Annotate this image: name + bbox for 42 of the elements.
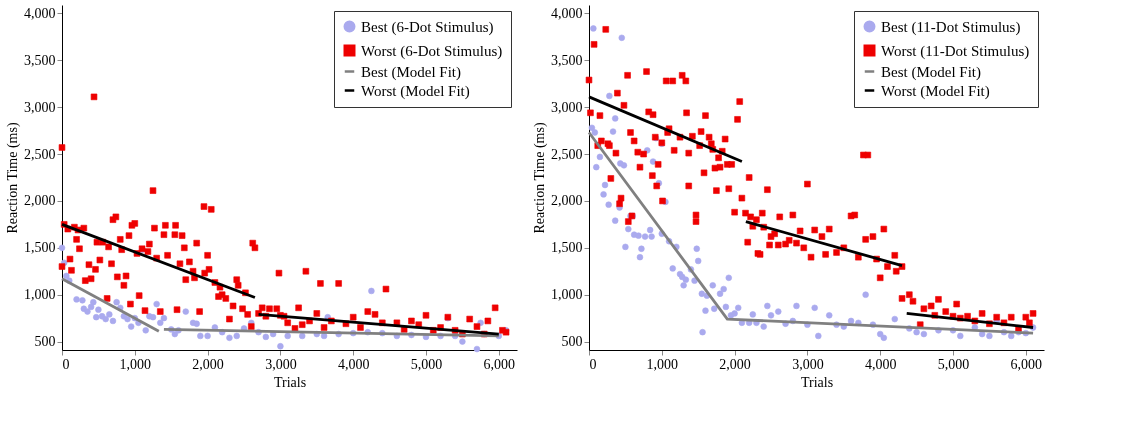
legend-label: Best (Model Fit) [881, 63, 981, 81]
x-tick-label: 4,000 [337, 356, 370, 372]
x-tick-label: 3,000 [792, 356, 824, 372]
x-tick-label: 2,000 [719, 356, 751, 372]
x-tick-label: 1,000 [119, 356, 152, 372]
legend-label: Worst (11-Dot Stimulus) [881, 42, 1030, 60]
legend-label: Best (11-Dot Stimulus) [881, 18, 1021, 36]
x-tick-label: 6,000 [1010, 356, 1043, 372]
legend-label: Worst (Model Fit) [361, 82, 470, 100]
y-tick-label: 3,500 [24, 52, 56, 68]
x-tick-label: 0 [589, 356, 597, 372]
x-tick-label: 5,000 [937, 356, 970, 372]
y-tick-label: 4,000 [24, 5, 56, 21]
x-tick-label: 1,000 [646, 356, 679, 372]
y-tick-label: 4,000 [551, 5, 583, 21]
y-tick-label: 500 [561, 334, 583, 350]
x-tick-label: 6,000 [483, 356, 516, 372]
y-tick-label: 1,500 [24, 240, 56, 256]
y-tick-label: 2,500 [24, 146, 56, 162]
y-tick-label: 2,500 [551, 146, 583, 162]
legend-label: Worst (Model Fit) [881, 82, 990, 100]
x-axis-title: Trials [800, 374, 834, 390]
x-tick-label: 2,000 [192, 356, 224, 372]
x-tick-label: 4,000 [864, 356, 897, 372]
x-tick-label: 0 [62, 356, 70, 372]
y-tick-label: 3,500 [551, 52, 583, 68]
y-tick-label: 1,000 [551, 287, 583, 303]
y-tick-label: 1,000 [24, 287, 56, 303]
y-tick-label: 2,000 [24, 193, 56, 209]
x-tick-label: 5,000 [410, 356, 443, 372]
y-axis-title: Reaction Time (ms) [532, 122, 548, 234]
y-tick-label: 1,500 [551, 240, 583, 256]
y-tick-label: 3,000 [24, 99, 56, 115]
y-tick-label: 500 [34, 334, 56, 350]
x-tick-label: 3,000 [265, 356, 297, 372]
y-axis-title: Reaction Time (ms) [5, 122, 21, 234]
y-tick-label: 3,000 [551, 99, 583, 115]
x-axis-title: Trials [273, 374, 307, 390]
legend-label: Worst (6-Dot Stimulus) [361, 42, 503, 60]
legend-label: Best (Model Fit) [361, 63, 461, 81]
legend-label: Best (6-Dot Stimulus) [361, 18, 494, 36]
y-tick-label: 2,000 [551, 193, 583, 209]
